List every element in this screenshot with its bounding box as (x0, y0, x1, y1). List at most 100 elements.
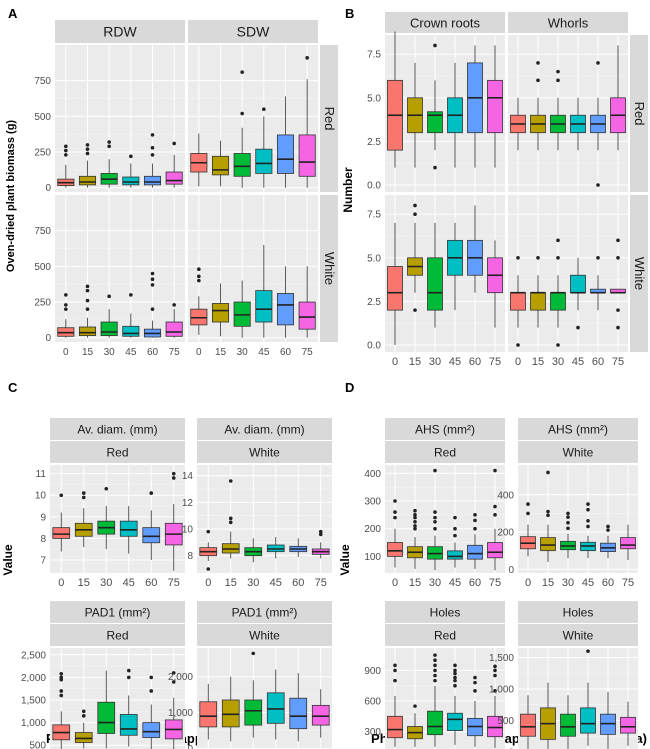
box-75 (487, 240, 503, 328)
y-tick-label: 2,000 (168, 672, 193, 683)
box-15 (221, 676, 240, 742)
box-75 (487, 468, 503, 571)
strip-variety (518, 624, 638, 646)
x-tick-label: 75 (489, 356, 501, 368)
cell-c-0-0-background (50, 465, 185, 573)
y-tick-label: 2,500 (21, 650, 46, 661)
y-tick-label: 2,000 (21, 673, 46, 684)
outlier-point (596, 255, 600, 260)
box-iqr (266, 692, 285, 724)
box-iqr (165, 321, 183, 337)
box-15 (221, 479, 240, 559)
outlier-point (596, 183, 600, 187)
outlier-point (493, 504, 497, 509)
strip-label-whorls: Whorls (548, 16, 589, 31)
x-tick-label: 15 (82, 347, 94, 358)
outlier-point (566, 526, 570, 531)
box-iqr (78, 326, 97, 336)
x-tick-label: 15 (409, 356, 421, 368)
y-tick-label: 0 (508, 748, 514, 749)
strip-variety (197, 624, 332, 646)
box-15 (540, 470, 556, 562)
outlier-point (171, 471, 176, 476)
x-tick-label: 60 (602, 577, 614, 589)
box-iqr (487, 715, 503, 738)
box-45 (119, 668, 138, 747)
box-60 (600, 692, 616, 749)
box-45 (119, 506, 138, 554)
box-iqr (387, 542, 403, 557)
y-axis-title-a: Oven-dried plant biomass (g) (5, 120, 17, 273)
strip-variety (518, 441, 638, 463)
outlier-point (197, 278, 201, 283)
box-iqr (298, 134, 316, 177)
y-tick-label: 7 (40, 556, 46, 567)
outlier-point (81, 709, 86, 714)
box-0 (510, 255, 526, 347)
x-tick-label: 45 (582, 577, 594, 589)
outlier-point (64, 148, 68, 153)
outlier-point (413, 515, 417, 520)
outlier-point (493, 668, 497, 673)
outlier-point (433, 673, 437, 678)
box-60 (590, 255, 606, 311)
outlier-point (586, 519, 590, 523)
strip-variety-label: Red (434, 629, 456, 643)
x-tick-label: 15 (225, 577, 237, 589)
box-15 (211, 283, 230, 337)
outlier-point (393, 510, 397, 514)
y-tick-label: 900 (364, 666, 381, 677)
outlier-point (473, 518, 477, 523)
outlier-point (433, 165, 437, 170)
x-tick-label: 75 (302, 347, 314, 358)
outlier-point (433, 663, 437, 668)
box-iqr (387, 715, 403, 739)
outlier-point (150, 271, 155, 276)
outlier-point (616, 255, 620, 260)
y-tick-label: 400 (497, 490, 514, 501)
box-75 (620, 701, 636, 746)
strip-column-1 (188, 20, 318, 43)
box-60 (276, 96, 295, 188)
box-30 (244, 538, 263, 563)
strip-variety-label: Red (106, 446, 128, 460)
y-tick-label: 2.5 (367, 137, 381, 148)
box-0 (387, 31, 403, 168)
x-tick-label: 60 (292, 577, 304, 589)
x-tick-label: 0 (58, 577, 64, 589)
box-iqr (298, 301, 316, 330)
outlier-point (85, 147, 90, 151)
strip-variety-label: White (563, 629, 594, 643)
box-0 (520, 695, 536, 749)
x-tick-label: 15 (215, 347, 227, 358)
x-tick-label: 60 (147, 347, 159, 358)
box-15 (74, 709, 93, 749)
outlier-point (413, 513, 417, 517)
outlier-point (64, 153, 68, 157)
strip-variable (50, 601, 185, 623)
y-tick-label: 0 (187, 744, 193, 749)
box-60 (600, 524, 616, 559)
y-tick-label: 12 (182, 498, 194, 509)
box-30 (233, 280, 251, 338)
outlier-point (59, 675, 64, 680)
cell-b-0-0-background (385, 35, 505, 192)
box-30 (244, 651, 263, 738)
x-tick-label: 30 (429, 356, 441, 368)
outlier-point (64, 293, 68, 297)
x-tick-label: 45 (258, 347, 270, 358)
y-tick-label: 5.0 (367, 253, 381, 264)
box-iqr (100, 321, 118, 336)
outlier-point (393, 499, 397, 503)
outlier-point (149, 675, 154, 680)
box-iqr (620, 537, 636, 550)
outlier-point (393, 678, 397, 683)
x-tick-label: 75 (612, 356, 624, 368)
y-tick-label: 2.5 (367, 297, 381, 308)
box-75 (164, 671, 183, 749)
box-15 (78, 143, 97, 188)
box-iqr (427, 257, 443, 311)
outlier-point (413, 519, 417, 524)
outlier-point (171, 476, 176, 480)
outlier-point (197, 267, 201, 272)
